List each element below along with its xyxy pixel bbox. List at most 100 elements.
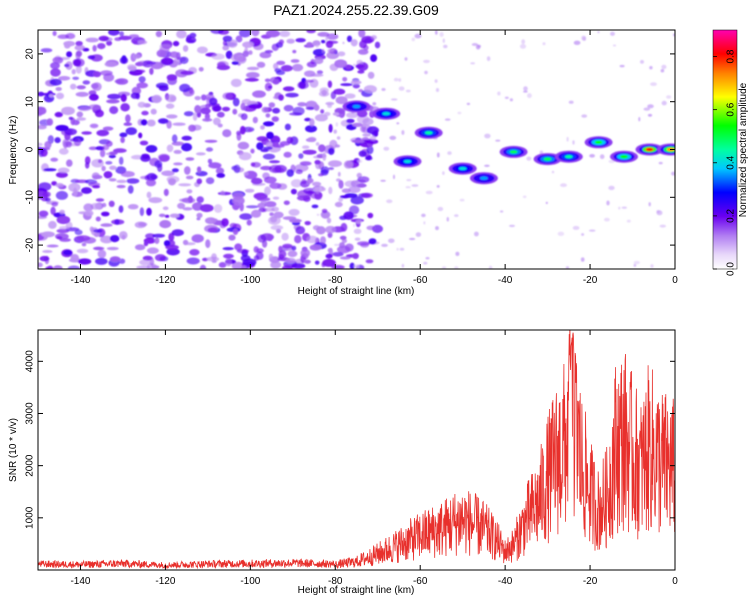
- heatmap-noise-cell: [314, 57, 324, 65]
- heatmap-signal-feature: [620, 155, 628, 159]
- snr-x-tick-label: -100: [240, 576, 260, 587]
- heatmap-noise-cell: [139, 140, 149, 146]
- heatmap-noise-cell: [286, 38, 295, 44]
- heatmap-noise-cell: [72, 76, 80, 81]
- heatmap-noise-cell: [207, 158, 213, 164]
- heatmap-speckle-cell: [509, 98, 513, 102]
- heatmap-noise-cell: [262, 121, 275, 127]
- heatmap-speckle-cell: [319, 185, 322, 191]
- heatmap-noise-cell: [256, 136, 268, 142]
- snr-y-ticks: 1000 2000 3000 4000: [25, 350, 675, 529]
- heatmap-noise-cell: [285, 257, 296, 264]
- spectrogram-y-tick-label: -20: [25, 237, 36, 252]
- heatmap-speckle-cell: [581, 114, 588, 118]
- heatmap-noise-cell: [247, 128, 253, 132]
- heatmap-noise-cell: [300, 248, 311, 258]
- heatmap-speckle-cell: [415, 232, 422, 238]
- heatmap-noise-cell: [58, 76, 71, 81]
- heatmap-noise-cell: [95, 198, 105, 202]
- heatmap-speckle-cell: [408, 237, 416, 241]
- heatmap-noise-cell: [265, 113, 271, 118]
- heatmap-noise-cell: [177, 202, 186, 209]
- heatmap-noise-cell: [72, 58, 85, 67]
- heatmap-noise-cell: [100, 235, 114, 244]
- heatmap-noise-cell: [317, 32, 330, 37]
- heatmap-noise-cell: [340, 222, 348, 232]
- heatmap-noise-cell: [123, 122, 133, 126]
- heatmap-speckle-cell: [526, 156, 532, 161]
- heatmap-noise-cell: [76, 111, 84, 118]
- spectrogram-x-ticks: -140 -120 -100 -80 -60 -40 -20 0: [70, 30, 678, 286]
- heatmap-noise-cell: [248, 103, 262, 109]
- heatmap-speckle-cell: [509, 224, 515, 228]
- heatmap-noise-cell: [252, 90, 266, 98]
- heatmap-noise-cell: [108, 200, 115, 207]
- heatmap-noise-cell: [320, 210, 331, 219]
- heatmap-speckle-cell: [633, 260, 640, 265]
- colorbar-gradient: [712, 29, 738, 270]
- heatmap-noise-cell: [45, 197, 51, 202]
- heatmap-noise-cell: [346, 118, 355, 124]
- heatmap-speckle-cell: [606, 200, 610, 206]
- heatmap-speckle-cell: [568, 100, 574, 104]
- heatmap-signal-feature: [564, 155, 573, 159]
- heatmap-noise-cell: [236, 249, 250, 254]
- heatmap-speckle-cell: [656, 210, 661, 214]
- heatmap-noise-cell: [58, 226, 70, 230]
- heatmap-noise-cell: [325, 101, 335, 106]
- heatmap-noise-cell: [264, 82, 273, 92]
- heatmap-noise-cell: [295, 226, 306, 235]
- heatmap-noise-cell: [279, 30, 291, 37]
- heatmap-noise-cell: [251, 209, 262, 218]
- heatmap-noise-cell: [59, 238, 71, 242]
- heatmap-speckle-cell: [411, 184, 419, 187]
- heatmap-speckle-cell: [581, 35, 586, 41]
- heatmap-noise-cell: [109, 256, 121, 263]
- spectrogram-x-tick-label: -60: [413, 275, 428, 286]
- heatmap-speckle-cell: [334, 243, 340, 247]
- heatmap-noise-cell: [120, 136, 125, 144]
- heatmap-noise-cell: [251, 177, 263, 185]
- heatmap-noise-cell: [275, 70, 286, 75]
- heatmap-noise-cell: [56, 236, 63, 240]
- heatmap-noise-cell: [338, 180, 344, 189]
- heatmap-noise-cell: [268, 164, 282, 174]
- heatmap-noise-cell: [59, 209, 65, 215]
- heatmap-noise-cell: [42, 250, 53, 253]
- heatmap-noise-cell: [200, 107, 211, 115]
- heatmap-noise-cell: [316, 70, 323, 75]
- heatmap-speckle-cell: [557, 231, 565, 236]
- heatmap-speckle-cell: [626, 219, 631, 223]
- heatmap-speckle-cell: [355, 219, 363, 224]
- heatmap-noise-cell: [328, 167, 335, 170]
- snr-panel: -140 -120 -100 -80 -60 -40 -20 0 1000 2000 3000 40…: [8, 329, 678, 596]
- heatmap-noise-cell: [145, 233, 156, 240]
- heatmap-noise-cell: [302, 145, 310, 149]
- heatmap-noise-cell: [159, 44, 172, 49]
- heatmap-speckle-cell: [338, 197, 344, 202]
- heatmap-noise-cell: [358, 150, 367, 157]
- heatmap-noise-cell: [352, 122, 363, 127]
- heatmap-noise-cell: [225, 257, 232, 267]
- heatmap-noise-cell: [52, 56, 64, 64]
- snr-x-tick-label: -140: [70, 576, 90, 587]
- snr-y-tick-label: 2000: [25, 454, 36, 477]
- snr-frame: [37, 329, 676, 571]
- heatmap-speckle-cell: [486, 56, 491, 62]
- heatmap-noise-cell: [342, 77, 348, 82]
- heatmap-noise-cell: [246, 219, 252, 226]
- heatmap-noise-cell: [248, 50, 253, 55]
- heatmap-noise-cell: [49, 78, 62, 86]
- heatmap-noise-cell: [232, 228, 239, 235]
- heatmap-speckle-cell: [658, 161, 663, 165]
- heatmap-speckle-cell: [488, 265, 493, 269]
- heatmap-speckle-cell: [650, 264, 654, 268]
- heatmap-noise-cell: [38, 106, 47, 115]
- heatmap-speckle-cell: [423, 261, 428, 265]
- heatmap-noise-cell: [74, 44, 86, 51]
- heatmap-noise-cell: [286, 136, 294, 144]
- heatmap-speckle-cell: [327, 49, 333, 53]
- heatmap-noise-cell: [303, 79, 315, 83]
- heatmap-noise-cell: [297, 102, 307, 107]
